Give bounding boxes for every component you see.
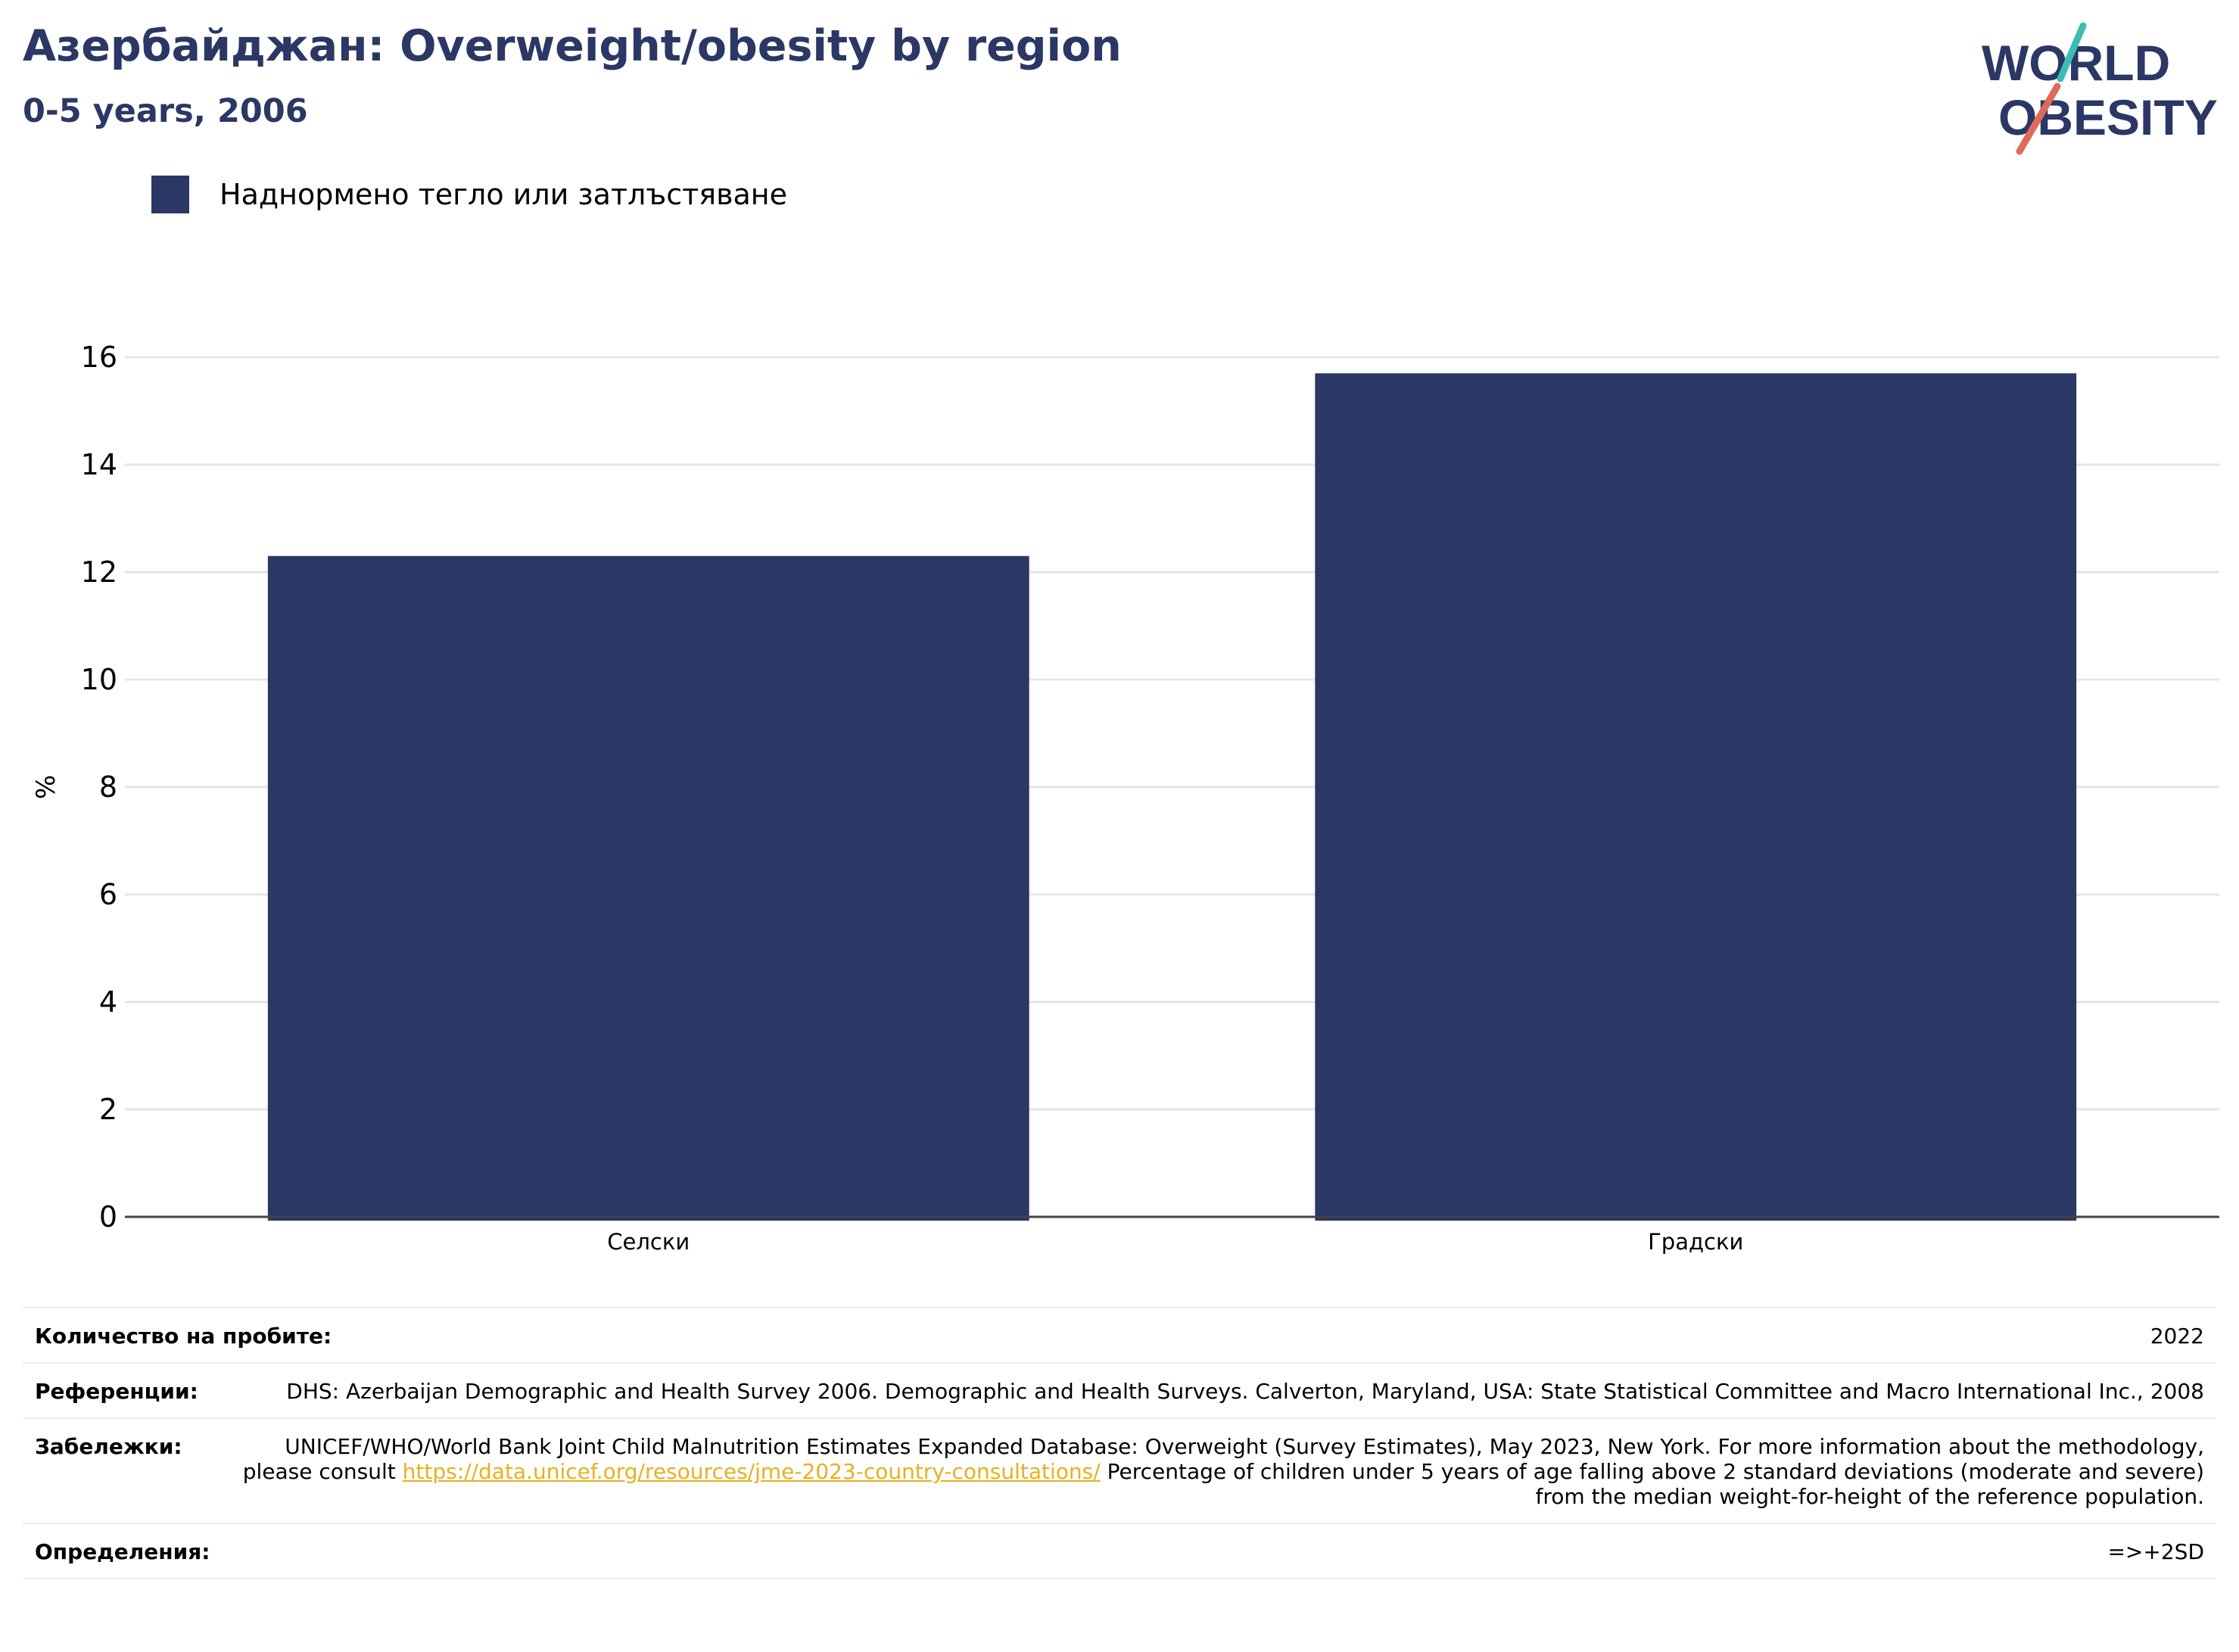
meta-row-definitions: Определения: =>+2SD [23, 1523, 2216, 1580]
logo-slash-bottom [2016, 82, 2061, 155]
definitions-value: =>+2SD [2107, 1539, 2204, 1565]
references-value: DHS: Azerbaijan Demographic and Health S… [286, 1379, 2204, 1405]
meta-row-sample: Количество на пробите: 2022 [23, 1307, 2216, 1362]
chart-legend: Наднормено тегло или затлъстяване [151, 176, 787, 213]
x-tick-label: Градски [1648, 1229, 1743, 1255]
legend-swatch [151, 176, 189, 213]
bars [267, 373, 2077, 1221]
page-title: Азербайджан: Overweight/obesity by regio… [23, 21, 1122, 71]
page-subtitle: 0-5 years, 2006 [23, 92, 308, 130]
notes-text-before: UNICEF/WHO/World Bank Joint Child Malnut… [242, 1434, 2204, 1485]
sample-size-value: 2022 [2150, 1324, 2204, 1349]
y-tick-label: 4 [99, 985, 117, 1019]
y-tick-label: 12 [81, 555, 117, 589]
y-tick-label: 6 [99, 878, 117, 911]
notes-text-after: Percentage of children under 5 years of … [1100, 1459, 2204, 1510]
meta-row-notes: Забележки: UNICEF/WHO/World Bank Joint C… [23, 1417, 2216, 1523]
y-tick-label: 8 [99, 770, 117, 804]
bar-1 [1315, 373, 2077, 1221]
y-tick-label: 14 [81, 448, 117, 481]
notes-value: UNICEF/WHO/World Bank Joint Child Malnut… [213, 1434, 2204, 1509]
y-tick-label: 16 [81, 341, 117, 374]
notes-label: Забележки: [35, 1434, 182, 1460]
y-tick-label: 2 [99, 1093, 117, 1126]
world-obesity-logo: WORLD OBESITY [1982, 22, 2218, 155]
metadata-table: Количество на пробите: 2022 Референции: … [23, 1307, 2216, 1580]
y-tick-label: 10 [81, 663, 117, 696]
bar-0 [267, 555, 1029, 1221]
x-tick-label: Селски [607, 1229, 690, 1255]
y-tick-labels: 0 2 4 6 8 10 12 14 16 [81, 341, 117, 1234]
meta-row-references: Референции: DHS: Azerbaijan Demographic … [23, 1362, 2216, 1417]
sample-size-label: Количество на пробите: [35, 1324, 332, 1349]
definitions-label: Определения: [35, 1539, 210, 1565]
y-tick-label: 0 [99, 1200, 117, 1234]
y-axis-label: % [31, 775, 61, 799]
logo-word-obesity: OBESITY [1998, 89, 2218, 145]
notes-link[interactable]: https://data.unicef.org/resources/jme-20… [402, 1459, 1101, 1485]
bar-chart: 0 2 4 6 8 10 12 14 16 Селски Градски % [31, 341, 2219, 1255]
x-tick-labels: Селски Градски [607, 1229, 1743, 1255]
logo-slash-top [2057, 22, 2087, 82]
references-label: Референции: [35, 1379, 198, 1405]
legend-label: Наднормено тегло или затлъстяване [220, 178, 787, 211]
